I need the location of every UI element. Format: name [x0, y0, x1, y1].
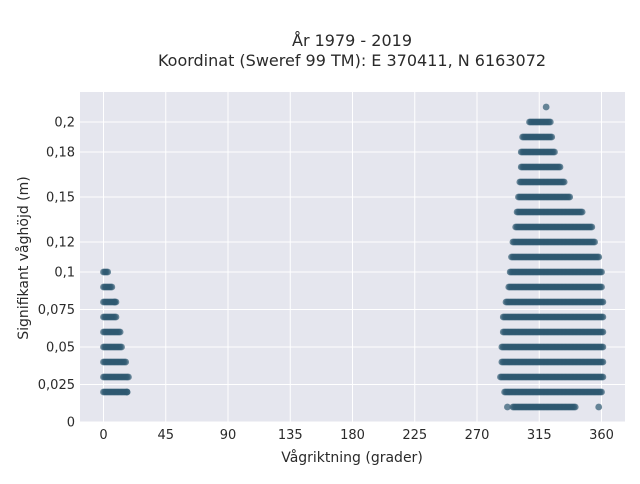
data-point — [566, 193, 574, 201]
data-point — [571, 403, 579, 411]
x-axis-label: Vågriktning (grader) — [281, 449, 423, 466]
data-point — [122, 358, 130, 366]
chart-subtitle: Koordinat (Sweref 99 TM): E 370411, N 61… — [158, 51, 546, 70]
data-point — [556, 163, 564, 171]
data-point — [599, 313, 607, 321]
chart-title: År 1979 - 2019 — [292, 31, 412, 50]
data-point — [599, 358, 607, 366]
x-tick-label: 315 — [527, 428, 552, 443]
y-tick-label: 0,18 — [46, 146, 75, 161]
data-point — [578, 208, 586, 216]
data-point — [595, 403, 603, 411]
x-tick-label: 135 — [278, 428, 303, 443]
x-tick-label: 360 — [589, 428, 614, 443]
data-point — [116, 328, 124, 336]
data-point — [118, 343, 125, 351]
data-point — [548, 133, 556, 141]
data-point — [598, 268, 605, 276]
data-point — [519, 133, 527, 141]
data-point — [504, 403, 511, 411]
y-axis-ticks: 0 0,025 0,05 0,075 0,1 0,12 0,15 0,18 0,2 — [38, 116, 75, 431]
data-points — [100, 103, 607, 411]
data-point — [112, 313, 120, 321]
data-point — [546, 118, 554, 126]
data-point — [591, 238, 598, 246]
x-tick-label: 0 — [99, 428, 107, 443]
y-tick-label: 0,2 — [54, 116, 75, 131]
x-axis-ticks: 0 45 90 135 180 225 270 315 360 — [99, 428, 614, 443]
data-point — [123, 388, 131, 396]
y-tick-label: 0,1 — [54, 266, 75, 281]
data-point — [599, 373, 607, 381]
y-tick-label: 0 — [67, 416, 75, 431]
x-tick-label: 225 — [402, 428, 427, 443]
data-point — [588, 223, 596, 231]
data-point — [595, 253, 603, 261]
data-point — [111, 298, 118, 306]
data-point — [598, 388, 605, 396]
data-point — [599, 343, 607, 351]
x-tick-label: 180 — [340, 428, 365, 443]
y-tick-label: 0,025 — [38, 378, 75, 393]
data-point — [560, 178, 568, 186]
data-point — [104, 268, 112, 276]
x-tick-label: 90 — [220, 428, 237, 443]
data-point — [108, 283, 116, 291]
data-point — [599, 328, 607, 336]
y-tick-label: 0,15 — [46, 191, 75, 206]
y-tick-label: 0,05 — [46, 341, 75, 356]
x-tick-label: 45 — [157, 428, 174, 443]
y-tick-label: 0,075 — [38, 303, 75, 318]
x-tick-label: 270 — [465, 428, 490, 443]
grid-lines — [80, 92, 625, 423]
y-axis-label: Signifikant våghöjd (m) — [15, 176, 32, 339]
y-tick-label: 0,12 — [46, 236, 75, 251]
data-point — [599, 298, 607, 306]
data-point — [542, 103, 550, 111]
data-point — [598, 283, 605, 291]
data-point — [125, 373, 132, 381]
data-point — [551, 148, 558, 156]
